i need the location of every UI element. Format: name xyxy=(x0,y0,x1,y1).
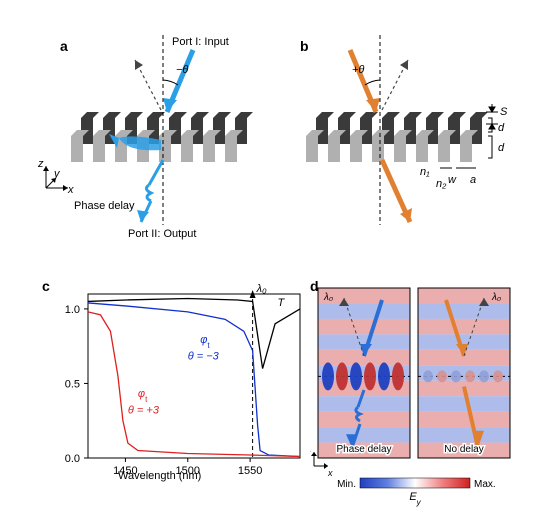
svg-text:x: x xyxy=(327,468,333,478)
svg-text:T: T xyxy=(278,297,286,309)
theta-b-label: +θ xyxy=(352,64,364,76)
chart-xlabel: Wavelength (nm) xyxy=(118,470,201,482)
svg-text:θ = +3: θ = +3 xyxy=(128,404,160,416)
port-output-label: Port II: Output xyxy=(128,228,196,240)
svg-text:Phase delay: Phase delay xyxy=(336,444,391,455)
svg-text:0.5: 0.5 xyxy=(65,378,80,390)
svg-text:1550: 1550 xyxy=(238,465,262,477)
svg-text:φt: φt xyxy=(138,388,148,404)
fieldmaps-d: λ₀Phase delayPhase delayλ₀No delayNo del… xyxy=(310,278,530,508)
dim-a: a xyxy=(470,174,476,186)
panel-b-label: b xyxy=(300,38,309,54)
svg-text:0.0: 0.0 xyxy=(65,453,80,465)
svg-text:Max.: Max. xyxy=(474,479,496,490)
chart-c: 0.00.51.0145015001550λ₀Tφtθ = −3φtθ = +3 xyxy=(50,280,310,490)
phase-delay-label: Phase delay xyxy=(74,200,135,212)
svg-text:λ₀: λ₀ xyxy=(323,292,333,303)
output-arrow-blue xyxy=(137,160,163,222)
axis-x: x xyxy=(68,184,74,196)
theta-a-label: −θ xyxy=(176,64,188,76)
svg-text:φt: φt xyxy=(200,334,210,350)
idx-n2: n₂ xyxy=(436,178,446,190)
axis-z: z xyxy=(38,158,44,170)
svg-text:z: z xyxy=(310,448,311,458)
svg-text:1.0: 1.0 xyxy=(65,304,80,316)
panel-a-grating xyxy=(71,35,253,225)
schematics-svg xyxy=(0,0,535,250)
svg-text:No delay: No delay xyxy=(444,444,483,455)
dim-w: w xyxy=(448,174,456,186)
svg-text:Ey: Ey xyxy=(409,491,421,507)
panel-a-label: a xyxy=(60,38,68,54)
port-input-label: Port I: Input xyxy=(172,36,229,48)
dim-S: S xyxy=(500,106,507,118)
svg-text:Min.: Min. xyxy=(337,479,356,490)
panel-c-label: c xyxy=(42,278,50,294)
panel-b-grating xyxy=(306,35,498,225)
svg-text:λ₀: λ₀ xyxy=(491,292,501,303)
axis-y: y xyxy=(54,168,60,180)
svg-text:θ = −3: θ = −3 xyxy=(188,351,220,363)
svg-text:λ₀: λ₀ xyxy=(256,283,267,295)
dim-d1: d xyxy=(498,122,504,134)
dim-d2: d xyxy=(498,142,504,154)
idx-n1: n₁ xyxy=(420,166,430,178)
